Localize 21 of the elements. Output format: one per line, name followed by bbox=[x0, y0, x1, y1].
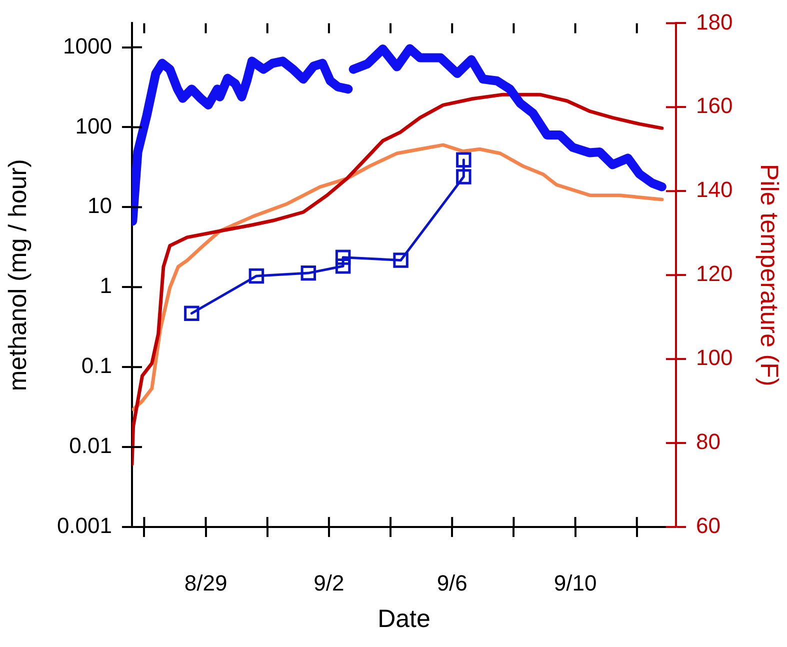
y-tick-label: 1000 bbox=[63, 33, 112, 58]
y2-tick-label: 60 bbox=[696, 513, 720, 538]
x-axis-title: Date bbox=[378, 604, 430, 633]
x-tick-label: 9/10 bbox=[554, 570, 597, 596]
y2-tick-label: 100 bbox=[696, 345, 733, 370]
y2-axis-title: Pile temperature (F) bbox=[755, 164, 784, 386]
y-tick-label: 1 bbox=[100, 273, 112, 298]
y-tick-label: 0.01 bbox=[69, 433, 112, 458]
y-tick-label: 10 bbox=[88, 193, 112, 218]
y2-tick-label: 180 bbox=[696, 9, 733, 34]
x-tick-label: 9/2 bbox=[314, 570, 344, 596]
y2-tick-label: 140 bbox=[696, 177, 733, 202]
y-axis-title: methanol (mg / hour) bbox=[4, 159, 32, 392]
y2-tick-label: 120 bbox=[696, 261, 733, 286]
y-tick-label: 0.001 bbox=[56, 513, 112, 538]
y-tick-label: 100 bbox=[75, 113, 112, 138]
x-tick-label: 9/6 bbox=[436, 570, 468, 596]
y2-tick-label: 160 bbox=[696, 93, 733, 118]
y2-tick-label: 80 bbox=[696, 429, 720, 454]
x-tick-label: 8/29 bbox=[184, 570, 228, 596]
y-tick-label: 0.1 bbox=[81, 353, 112, 378]
